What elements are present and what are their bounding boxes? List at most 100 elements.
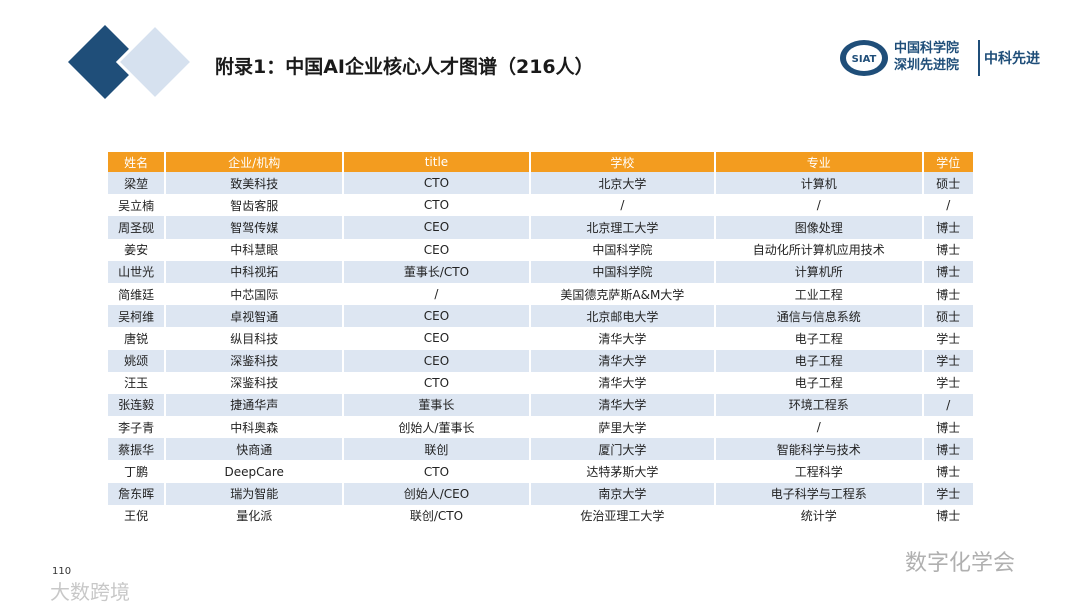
table-cell: 创始人/CEO (343, 482, 531, 505)
table-cell: CEO (343, 305, 531, 328)
table-cell: 清华大学 (529, 327, 716, 350)
table-cell: 简维廷 (108, 282, 167, 306)
table-cell: CEO (343, 349, 531, 372)
column-header: 专业 (714, 152, 924, 172)
table-cell: 智齿客服 (165, 194, 345, 217)
table-cell: 李子青 (108, 416, 167, 439)
logo-badge: SIAT (840, 40, 888, 76)
table-cell: 硕士 (922, 172, 976, 195)
table-cell: 中科奥森 (165, 416, 345, 439)
table-cell: 学士 (922, 371, 976, 394)
table-cell: 吴立楠 (108, 194, 167, 217)
table-row: 吴立楠 智齿客服 CTO / / / (108, 194, 976, 217)
table-cell: 电子工程 (714, 327, 924, 350)
table-cell: 吴柯维 (108, 305, 167, 328)
column-header: 学校 (529, 152, 716, 172)
table-cell: 佐治亚理工大学 (529, 504, 716, 527)
watermark-left: 大数跨境 (50, 580, 130, 604)
table-cell: CEO (343, 216, 531, 239)
table-cell: 北京邮电大学 (529, 305, 716, 328)
table-cell: 统计学 (714, 504, 924, 527)
table-cell: 南京大学 (529, 482, 716, 505)
table-cell: 王倪 (108, 504, 167, 527)
table-row: 周圣砚 智驾传媒 CEO 北京理工大学 图像处理 博士 (108, 216, 976, 239)
table-cell: 智能科学与技术 (714, 438, 924, 461)
table-row: 王倪 量化派 联创/CTO 佐治亚理工大学 统计学 博士 (108, 504, 976, 527)
table-row: 山世光 中科视拓 董事长/CTO 中国科学院 计算机所 博士 (108, 260, 976, 283)
table-cell: / (714, 194, 924, 217)
table-cell: / (529, 194, 716, 217)
table-cell: 致美科技 (165, 172, 345, 195)
table-cell: 环境工程系 (714, 393, 924, 417)
logo-brand: 中科先进 (984, 51, 1040, 67)
table-cell: 电子工程 (714, 349, 924, 372)
table-cell: CTO (343, 172, 531, 195)
table-cell: CTO (343, 371, 531, 394)
table-cell: 卓视智通 (165, 305, 345, 328)
header-decoration (68, 22, 195, 102)
logo-badge-text: SIAT (852, 54, 877, 65)
table-cell: 唐锐 (108, 327, 167, 350)
title: 附录1：中国AI企业核心人才图谱（216人） (215, 56, 594, 78)
table-cell: 智驾传媒 (165, 216, 345, 239)
table-cell: 美国德克萨斯A&M大学 (529, 282, 716, 306)
table-cell: / (922, 194, 976, 217)
table-cell: 詹东晖 (108, 482, 167, 505)
column-header: 学位 (922, 152, 976, 172)
table-cell: 博士 (922, 460, 976, 483)
logo-line2: 深圳先进院 (894, 58, 960, 73)
table-cell: CTO (343, 194, 531, 217)
table-cell: 中科慧眼 (165, 238, 345, 261)
table-cell: 达特茅斯大学 (529, 460, 716, 483)
diamond-dark (68, 25, 142, 99)
column-header: 企业/机构 (165, 152, 345, 172)
table-cell: 博士 (922, 282, 976, 306)
table-cell: 北京大学 (529, 172, 716, 195)
table-cell: 工程科学 (714, 460, 924, 483)
table-row: 詹东晖 瑞为智能 创始人/CEO 南京大学 电子科学与工程系 学士 (108, 482, 976, 505)
table-cell: 博士 (922, 260, 976, 283)
table-cell: 博士 (922, 238, 976, 261)
talent-table: 姓名 企业/机构 title 学校 专业 学位 梁堃 致美科技 CTO 北京大学 计算机 硕士 吴立楠智… (108, 152, 976, 527)
table-cell: 博士 (922, 504, 976, 527)
table-cell: 中芯国际 (165, 282, 345, 306)
table-cell: 电子科学与工程系 (714, 482, 924, 505)
table-row: 张连毅 捷通华声 董事长 清华大学 环境工程系 / (108, 393, 976, 417)
table-cell: 张连毅 (108, 393, 167, 417)
table-cell: 图像处理 (714, 216, 924, 239)
table-row: 李子青 中科奥森 创始人/董事长 萨里大学 / 博士 (108, 416, 976, 439)
table-cell: 中国科学院 (529, 238, 716, 261)
table-cell: / (714, 416, 924, 439)
table-cell: 博士 (922, 416, 976, 439)
table-cell: 联创 (343, 438, 531, 461)
table-row: 吴柯维 卓视智通 CEO 北京邮电大学 通信与信息系统 硕士 (108, 305, 976, 328)
table-cell: 汪玉 (108, 371, 167, 394)
table-cell: 清华大学 (529, 349, 716, 372)
table-cell: 捷通华声 (165, 393, 345, 417)
table-cell: / (922, 393, 976, 417)
table-cell: 学士 (922, 482, 976, 505)
table-cell: 深鉴科技 (165, 371, 345, 394)
table-cell: CTO (343, 460, 531, 483)
table-cell: CEO (343, 238, 531, 261)
table-row: 姚颂 深鉴科技 CEO 清华大学 电子工程 学士 (108, 349, 976, 372)
table-row: 姜安 中科慧眼 CEO 中国科学院 自动化所计算机应用技术 博士 (108, 238, 976, 261)
table-cell: 计算机 (714, 172, 924, 195)
table-cell: 通信与信息系统 (714, 305, 924, 328)
logo-text: 中国科学院 深圳先进院 (894, 40, 959, 74)
table-cell: 工业工程 (714, 282, 924, 306)
table-cell: DeepCare (165, 460, 345, 483)
table-cell: 联创/CTO (343, 504, 531, 527)
table-row: 唐锐 纵目科技 CEO 清华大学 电子工程 学士 (108, 327, 976, 350)
table-row: 梁堃 致美科技 CTO 北京大学 计算机 硕士 (108, 172, 976, 195)
table-cell: 厦门大学 (529, 438, 716, 461)
page-number: 110 (52, 566, 72, 577)
table-cell: 深鉴科技 (165, 349, 345, 372)
table-cell: 创始人/董事长 (343, 416, 531, 439)
table-cell: 萨里大学 (529, 416, 716, 439)
watermark-right: 数字化学会 (905, 551, 1016, 576)
column-header: title (343, 152, 531, 172)
table-cell: 电子工程 (714, 371, 924, 394)
table-cell: 清华大学 (529, 371, 716, 394)
